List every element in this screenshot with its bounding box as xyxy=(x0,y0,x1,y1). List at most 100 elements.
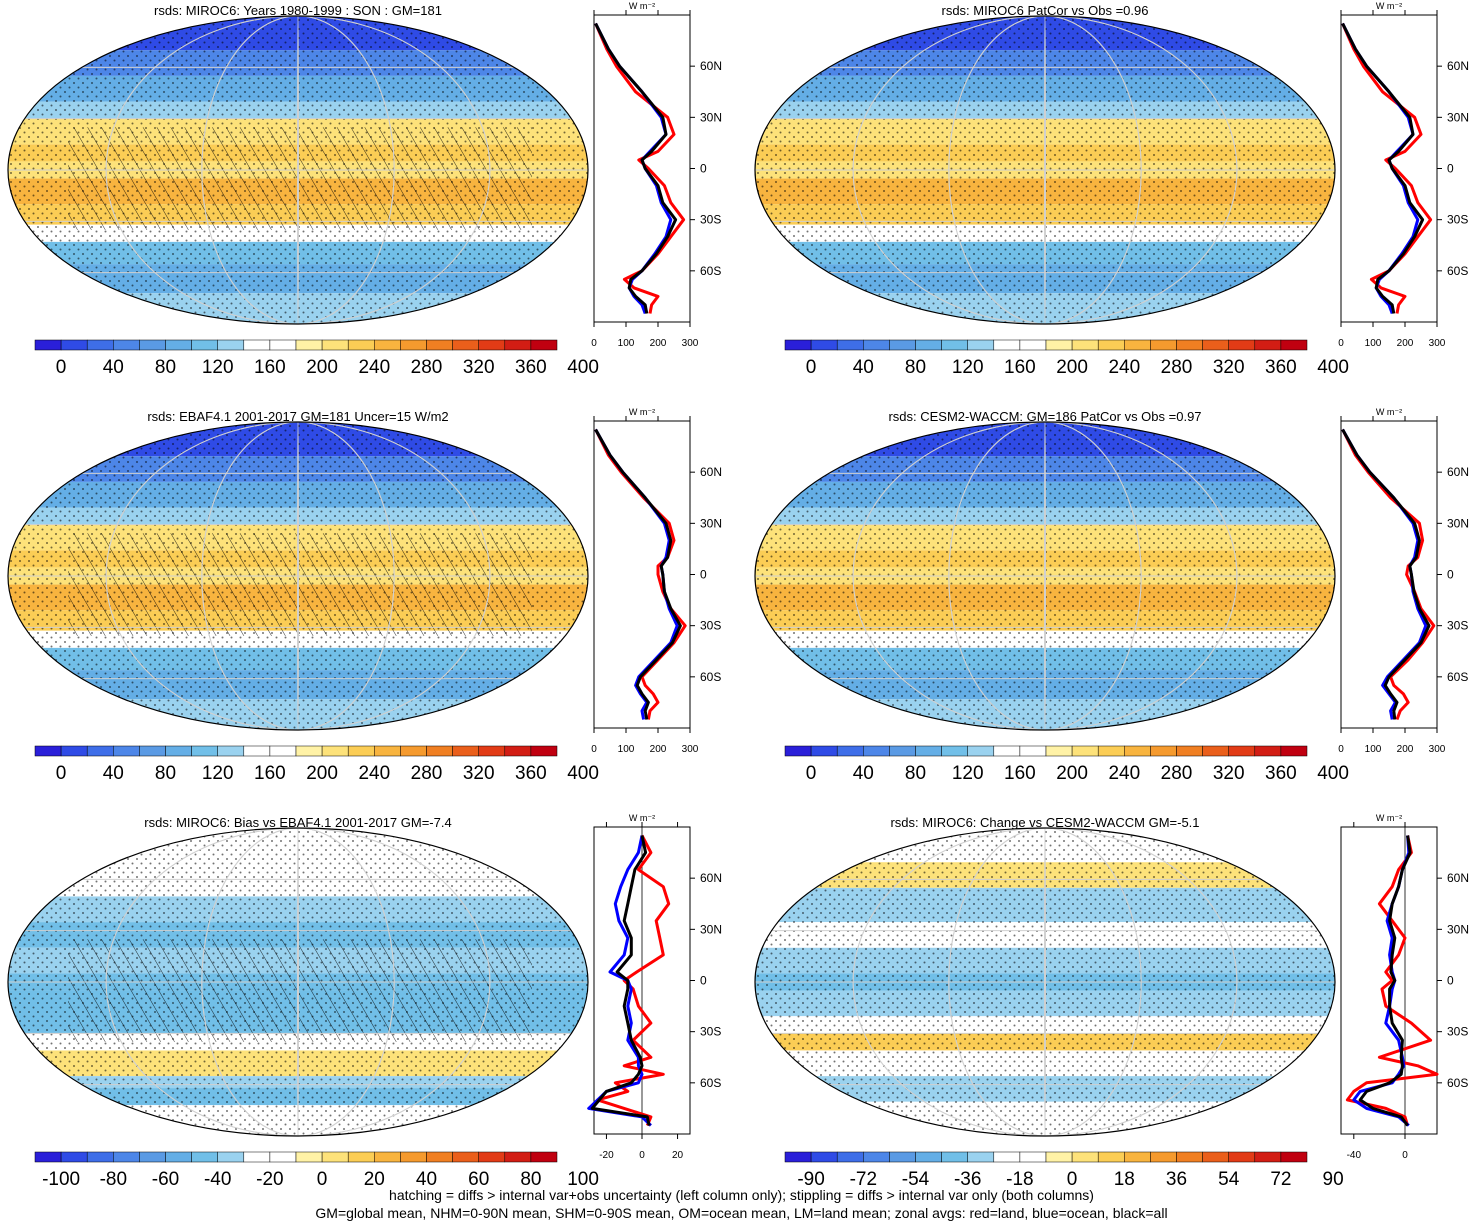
colorbar-cell xyxy=(86,339,114,351)
colorbar-cell xyxy=(1071,1151,1099,1163)
colorbar-cell xyxy=(889,1151,916,1163)
colorbar-label: 0 xyxy=(806,357,817,378)
colorbar-cell xyxy=(478,745,506,757)
colorbar-cell xyxy=(1097,745,1125,757)
colorbar-cell xyxy=(34,339,62,351)
zonal-frame xyxy=(1340,420,1438,729)
colorbar-cell xyxy=(86,745,114,757)
graticule-line xyxy=(105,422,491,730)
hatching xyxy=(68,939,532,1042)
colorbar: -100 -80 -60 -40 -20 0 20 40 60 80 100 xyxy=(34,1151,599,1190)
panel-title: rsds: EBAF4.1 2001-2017 GM=181 Uncer=15 … xyxy=(147,409,448,424)
colorbar-cell xyxy=(400,745,427,757)
colorbar-label: 20 xyxy=(364,1169,385,1190)
graticule-line xyxy=(852,828,1238,1136)
colorbar-label: 400 xyxy=(567,763,599,784)
lat-label: 60S xyxy=(1447,1076,1468,1090)
zonal-unit: W m⁻² xyxy=(629,1,655,11)
colorbar-cell xyxy=(836,339,864,351)
colorbar-cell xyxy=(1254,745,1282,757)
colorbar-cell xyxy=(1150,1151,1177,1163)
colorbar-cell xyxy=(60,339,88,351)
colorbar-label: 360 xyxy=(1265,357,1297,378)
colorbar-cell xyxy=(784,1151,812,1163)
colorbar-cell xyxy=(191,745,218,757)
colorbar-label: -100 xyxy=(42,1169,80,1190)
panel-4: rsds: CESM2-WACCM: GM=186 PatCor vs Obs … xyxy=(754,407,1469,784)
map-outline xyxy=(754,421,1336,731)
series-all xyxy=(1358,835,1412,1127)
colorbar-label: 60 xyxy=(468,1169,489,1190)
colorbar-cell xyxy=(889,339,916,351)
colorbar-cell xyxy=(1150,745,1177,757)
x-tick-label: 200 xyxy=(1397,338,1414,349)
colorbar-cell xyxy=(165,1151,192,1163)
colorbar-label: 160 xyxy=(1004,763,1036,784)
x-tick-label: 200 xyxy=(650,338,667,349)
lat-label: 30S xyxy=(1447,1025,1468,1039)
colorbar-label: 80 xyxy=(155,763,176,784)
colorbar-label: 240 xyxy=(1108,763,1140,784)
panel-2: rsds: MIROC6 PatCor vs Obs =0.96 0 40 80 120… xyxy=(754,1,1469,378)
x-tick-label: 0 xyxy=(1402,1150,1408,1161)
zonal-unit: W m⁻² xyxy=(1376,813,1402,823)
colorbar-cell xyxy=(60,745,88,757)
graticule-line xyxy=(852,422,1238,730)
colorbar-cell xyxy=(452,339,479,351)
series-land xyxy=(596,834,671,1127)
x-tick-label: 0 xyxy=(591,338,597,349)
colorbar-cell xyxy=(374,745,401,757)
colorbar-label: 0 xyxy=(317,1169,328,1190)
colorbar-label: 40 xyxy=(103,357,124,378)
colorbar-cell xyxy=(374,1151,401,1163)
colorbar-cell xyxy=(191,1151,218,1163)
colorbar-label: 0 xyxy=(806,763,817,784)
colorbar-cell xyxy=(967,339,995,351)
colorbar-cell xyxy=(1254,1151,1282,1163)
graticule-line xyxy=(297,828,299,1136)
colorbar-cell xyxy=(243,339,271,351)
x-tick-label: 100 xyxy=(1365,744,1382,755)
colorbar-cell xyxy=(1045,745,1073,757)
zonal-mean-plot: 0 100 200 300 W m⁻² 60N 30N 0 30S 60S xyxy=(1338,1,1469,349)
colorbar-cell xyxy=(86,1151,114,1163)
zonal-frame xyxy=(1340,826,1438,1135)
colorbar-cell xyxy=(1176,745,1203,757)
colorbar-label: 360 xyxy=(515,357,547,378)
lat-label: 60N xyxy=(700,59,722,73)
graticule-line xyxy=(852,16,1238,324)
colorbar-cell xyxy=(1019,1151,1047,1163)
colorbar-cell xyxy=(1019,339,1047,351)
x-tick-label: 20 xyxy=(672,1150,684,1161)
colorbar-cell xyxy=(165,339,192,351)
x-tick-label: 300 xyxy=(682,338,699,349)
colorbar-cell xyxy=(295,1151,323,1163)
colorbar-cell xyxy=(400,339,427,351)
map-fill xyxy=(755,828,1335,1136)
zonal-mean-plot: 0 100 200 300 W m⁻² 60N 30N 0 30S 60S xyxy=(591,1,722,349)
colorbar-cell xyxy=(889,745,916,757)
colorbar: 0 40 80 120 160 200 240 280 320 360 400 xyxy=(784,339,1349,378)
colorbar-label: 200 xyxy=(306,763,338,784)
graticule-line xyxy=(105,828,491,1136)
lat-label: 0 xyxy=(700,162,707,176)
colorbar-label: 120 xyxy=(952,763,984,784)
graticule-line xyxy=(1044,422,1046,730)
colorbar-cell xyxy=(1280,1151,1308,1163)
lat-label: 60N xyxy=(700,465,722,479)
colorbar-label: -72 xyxy=(850,1169,877,1190)
panel-title: rsds: MIROC6 PatCor vs Obs =0.96 xyxy=(942,3,1149,18)
panel-title: rsds: MIROC6: Bias vs EBAF4.1 2001-2017 … xyxy=(144,815,451,830)
colorbar-cell xyxy=(1019,745,1047,757)
colorbar-label: 360 xyxy=(515,763,547,784)
lat-label: 60S xyxy=(700,1076,721,1090)
map-outline xyxy=(754,827,1336,1137)
colorbar-cell xyxy=(993,745,1021,757)
graticule-line xyxy=(105,16,491,324)
series-all xyxy=(590,835,651,1126)
colorbar-cell xyxy=(269,745,297,757)
zonal-frame xyxy=(593,420,691,729)
colorbar-label: 280 xyxy=(1161,763,1193,784)
colorbar-label: -36 xyxy=(954,1169,981,1190)
colorbar-label: -54 xyxy=(902,1169,930,1190)
